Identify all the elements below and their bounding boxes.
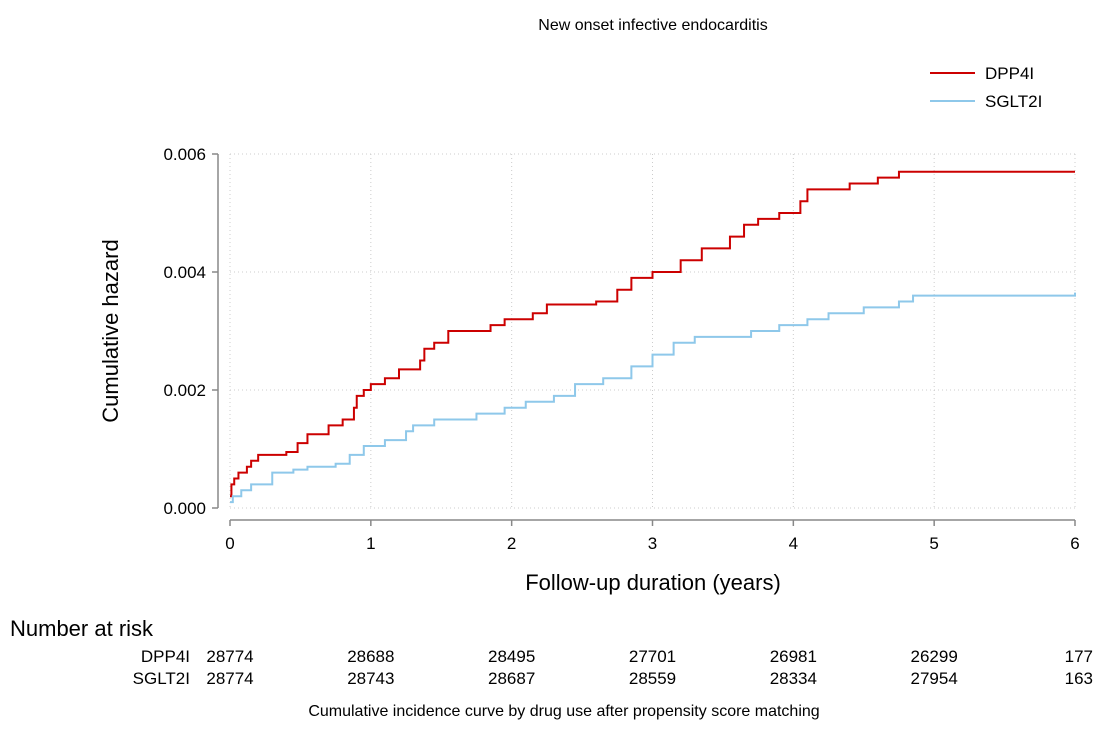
step-line: [230, 292, 1076, 504]
x-tick-label: 1: [366, 534, 375, 553]
x-tick-label: 3: [648, 534, 657, 553]
x-axis-label: Follow-up duration (years): [525, 570, 781, 595]
risk-value: 177: [1065, 647, 1093, 666]
risk-value: 28334: [770, 669, 817, 688]
y-axis-label: Cumulative hazard: [98, 239, 123, 422]
risk-value: 27954: [911, 669, 958, 688]
risk-value: 28774: [206, 647, 253, 666]
risk-value: 27701: [629, 647, 676, 666]
risk-value: 28774: [206, 669, 253, 688]
risk-value: 28688: [347, 647, 394, 666]
x-tick-label: 2: [507, 534, 516, 553]
risk-value: 28743: [347, 669, 394, 688]
y-tick-label: 0.002: [163, 381, 206, 400]
step-line: [230, 170, 1075, 498]
risk-table-title: Number at risk: [10, 616, 154, 641]
y-tick-label: 0.004: [163, 263, 206, 282]
y-tick-label: 0.000: [163, 499, 206, 518]
chart-title: New onset infective endocarditis: [538, 17, 767, 34]
risk-value: 28495: [488, 647, 535, 666]
x-tick-label: 5: [929, 534, 938, 553]
risk-row-label: SGLT2I: [133, 669, 190, 688]
x-tick-label: 0: [225, 534, 234, 553]
legend-label: SGLT2I: [985, 92, 1042, 111]
risk-value: 28687: [488, 669, 535, 688]
risk-value: 163: [1065, 669, 1093, 688]
risk-value: 26299: [911, 647, 958, 666]
legend-label: DPP4I: [985, 64, 1034, 83]
caption: Cumulative incidence curve by drug use a…: [308, 703, 819, 720]
y-tick-label: 0.006: [163, 145, 206, 164]
risk-value: 28559: [629, 669, 676, 688]
x-tick-label: 6: [1070, 534, 1079, 553]
risk-row-label: DPP4I: [141, 647, 190, 666]
x-tick-label: 4: [789, 534, 798, 553]
risk-value: 26981: [770, 647, 817, 666]
